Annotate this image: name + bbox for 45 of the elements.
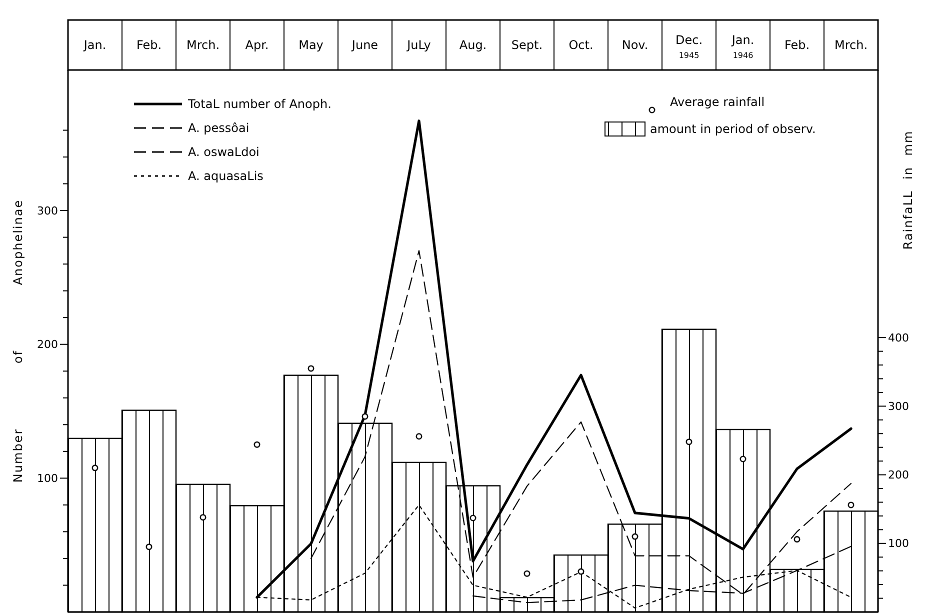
x-tick-label: Jan. 1946 [730, 33, 754, 60]
point [848, 502, 854, 508]
legend-label: A. oswaLdoi [188, 145, 260, 159]
x-tick-label: Apr. [245, 38, 269, 52]
point [632, 533, 638, 540]
y-tick-label: 300 [37, 204, 58, 218]
x-tick-label: JuLy [406, 38, 431, 52]
legend-label: Average rainfall [670, 95, 765, 109]
x-tick-label: May [298, 38, 324, 52]
x-tick-label: Mrch. [186, 38, 220, 52]
x-tick-label: Feb. [784, 38, 810, 52]
legend-label: A. pessôai [188, 121, 250, 135]
y-tick-label: 100 [37, 472, 58, 486]
x-tick-label: Feb. [136, 38, 162, 52]
x-tick-label: Jan. [82, 38, 106, 52]
y2-tick-label: 300 [888, 400, 909, 414]
x-tick-label: Sept. [511, 38, 543, 52]
point [416, 433, 422, 440]
point [254, 441, 260, 448]
y2-tick-label: 100 [888, 537, 909, 550]
point [578, 568, 584, 575]
x-tick-label: Dec. 1945 [675, 33, 703, 60]
y2-tick-label: 200 [888, 468, 909, 482]
point [470, 514, 476, 522]
x-tick-label: Nov. [622, 38, 648, 52]
legend-label: TotaL number of Anoph. [187, 97, 332, 111]
point [362, 413, 368, 420]
point [686, 438, 692, 446]
x-tick-label: Mrch. [834, 38, 868, 52]
y-axis-title: Number of Anophelinae [11, 199, 25, 483]
point [200, 514, 206, 521]
point [308, 365, 314, 372]
y2-tick-label: 400 [888, 331, 909, 344]
legend-label: amount in period of observ. [650, 122, 816, 136]
y-tick-label: 200 [37, 338, 58, 352]
point [92, 464, 98, 472]
point [794, 536, 800, 543]
y2-axis-title: RainfaLL in mm [901, 130, 915, 250]
point [524, 570, 530, 577]
x-tick-label: Oct. [568, 38, 594, 52]
x-tick-label: Aug. [459, 38, 487, 52]
point [740, 456, 746, 462]
x-tick-label: June [350, 38, 378, 52]
legend-label: A. aquasaLis [188, 169, 264, 183]
point [146, 544, 152, 550]
